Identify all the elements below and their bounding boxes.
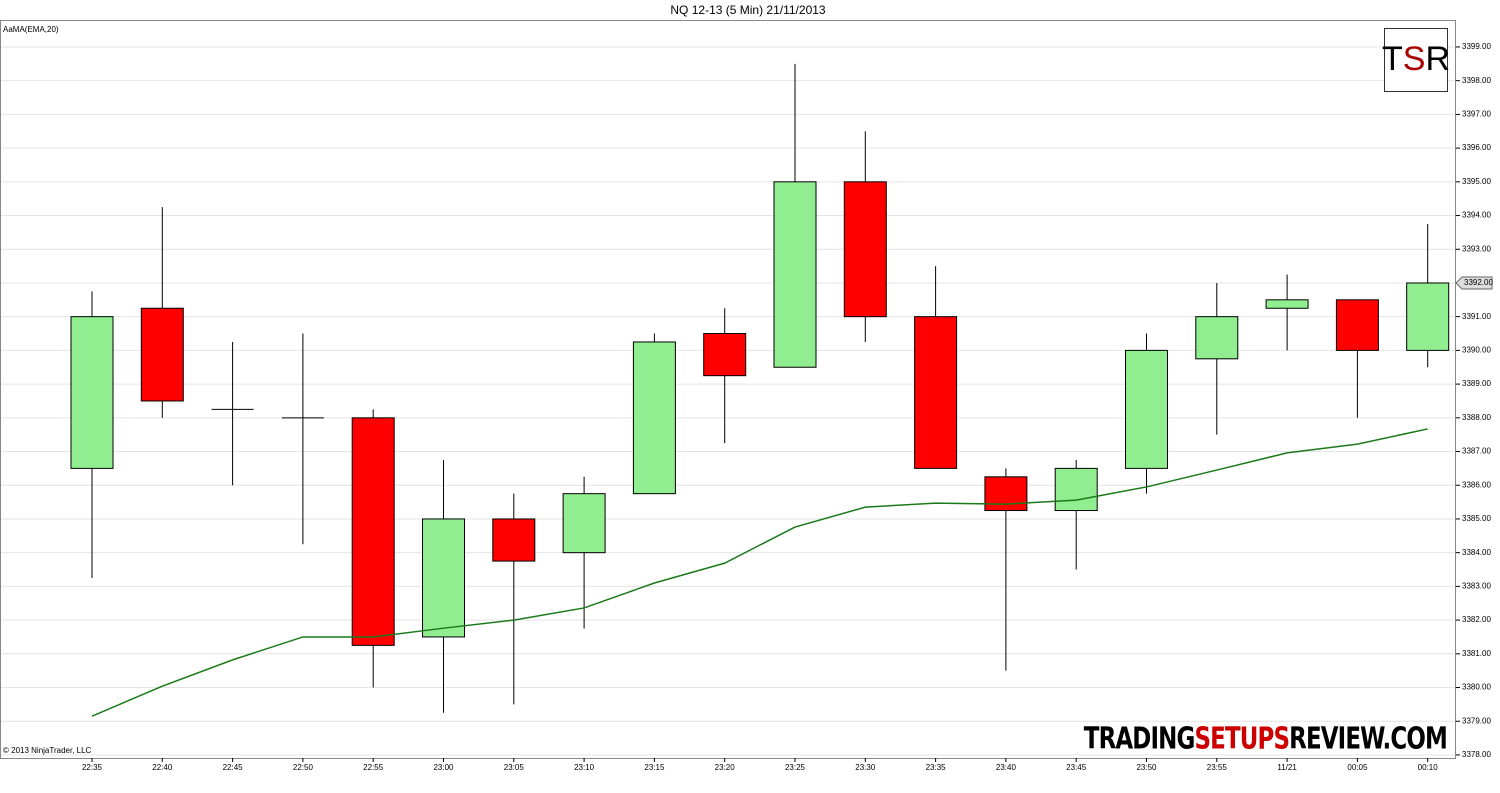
y-tick-label: 3386.00 — [1462, 480, 1491, 489]
y-tick-label: 3388.00 — [1462, 413, 1491, 422]
y-tick-label: 3380.00 — [1462, 683, 1491, 692]
x-tick-label: 23:45 — [1066, 763, 1087, 772]
logo-box — [1384, 28, 1448, 92]
x-tick-label: 22:50 — [293, 763, 314, 772]
y-tick-label: 3387.00 — [1462, 447, 1491, 456]
indicator-label: AaMA(EMA,20) — [3, 25, 59, 34]
y-tick-label: 3398.00 — [1462, 76, 1491, 85]
y-tick-label: 3396.00 — [1462, 143, 1491, 152]
y-tick-label: 3378.00 — [1462, 750, 1491, 759]
logo-text: TSR — [1382, 40, 1450, 78]
x-tick-label: 23:20 — [715, 763, 736, 772]
chart-title: NQ 12-13 (5 Min) 21/11/2013 — [670, 3, 826, 17]
x-tick-label: 22:40 — [152, 763, 173, 772]
candle-body — [492, 518, 536, 562]
x-tick-label: 23:05 — [504, 763, 525, 772]
x-tick-label: 23:35 — [926, 763, 947, 772]
plot-border — [0, 20, 1456, 759]
candle-body — [773, 181, 817, 368]
logo-r: R — [1425, 40, 1450, 78]
candle-body — [1054, 467, 1098, 512]
y-tick-label: 3381.00 — [1462, 649, 1491, 658]
x-tick-label: 00:10 — [1418, 763, 1439, 772]
y-tick-label: 3385.00 — [1462, 514, 1491, 523]
y-tick-label: 3397.00 — [1462, 110, 1491, 119]
candle-body — [140, 307, 184, 402]
logo-t: T — [1382, 40, 1403, 78]
y-tick-label: 3382.00 — [1462, 615, 1491, 624]
y-tick-label: 3383.00 — [1462, 581, 1491, 590]
ema-line — [91, 428, 1428, 717]
watermark-part: TRADING — [1084, 721, 1195, 757]
logo-s: S — [1403, 40, 1426, 78]
candle-body — [632, 341, 676, 495]
x-tick-label: 23:40 — [996, 763, 1017, 772]
candle-body — [1125, 349, 1168, 469]
candle-body — [703, 333, 747, 377]
x-tick-label: 00:05 — [1347, 763, 1368, 772]
x-tick-label: 11/21 — [1277, 763, 1297, 772]
x-tick-label: 23:50 — [1136, 763, 1157, 772]
x-tick-label: 22:35 — [82, 763, 103, 772]
candle-body — [843, 181, 887, 318]
y-tick-label: 3395.00 — [1462, 177, 1491, 186]
x-tick-label: 23:55 — [1207, 763, 1228, 772]
last-price-marker — [1455, 276, 1493, 290]
x-tick-label: 23:10 — [574, 763, 595, 772]
candle-body — [984, 476, 1028, 512]
candle-body — [1406, 282, 1450, 351]
y-tick-label: 3390.00 — [1462, 345, 1491, 354]
watermark-part: REVIEW.COM — [1289, 721, 1447, 757]
candle-body — [1195, 316, 1239, 360]
x-tick-label: 22:55 — [363, 763, 384, 772]
candle-body — [70, 316, 114, 469]
last-price-label: 3392.00 — [1464, 278, 1493, 287]
x-tick-label: 23:25 — [785, 763, 806, 772]
x-tick-label: 23:15 — [644, 763, 665, 772]
candle-body — [562, 493, 606, 554]
x-tick-label: 23:30 — [855, 763, 876, 772]
candle-body — [914, 316, 958, 469]
copyright: © 2013 NinjaTrader, LLC — [3, 746, 92, 755]
y-tick-label: 3393.00 — [1462, 244, 1491, 253]
x-tick-label: 23:00 — [433, 763, 454, 772]
y-tick-label: 3379.00 — [1462, 716, 1491, 725]
x-tick-label: 22:45 — [223, 763, 244, 772]
y-tick-label: 3391.00 — [1462, 312, 1491, 321]
candle-body — [1265, 299, 1309, 309]
candle-body — [351, 417, 395, 646]
watermark: TRADINGSETUPSREVIEW.COM — [1084, 721, 1447, 757]
y-tick-label: 3399.00 — [1462, 42, 1491, 51]
watermark-part: SETUPS — [1194, 721, 1289, 757]
y-tick-label: 3389.00 — [1462, 379, 1491, 388]
y-tick-label: 3394.00 — [1462, 211, 1491, 220]
logo: TSR — [1382, 28, 1450, 92]
candle-body — [422, 518, 465, 638]
candle-body — [1335, 299, 1379, 351]
y-tick-label: 3384.00 — [1462, 548, 1491, 557]
